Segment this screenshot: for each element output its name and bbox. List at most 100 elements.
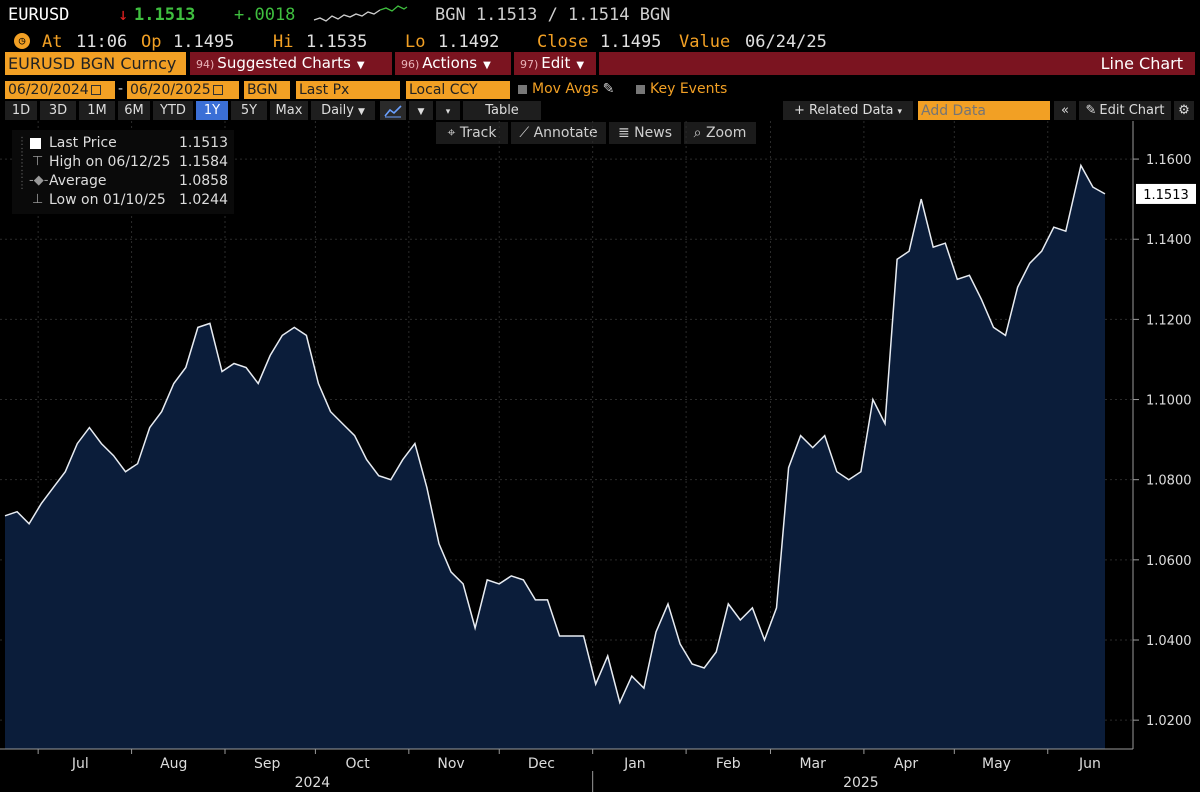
zoom-label: Zoom: [705, 125, 747, 141]
close-label: Close: [537, 32, 589, 52]
x-tick-label: Jan: [623, 756, 646, 772]
chart-type-label: Line Chart: [599, 52, 1195, 75]
start-date-value: 06/20/2024: [8, 82, 89, 98]
series-swatch-icon: [30, 138, 41, 149]
legend-high: ⊤ High on 06/12/25 1.1584: [12, 154, 234, 173]
annotate-tool[interactable]: ⟋ Annotate: [511, 122, 606, 144]
pencil-icon: ✎: [1085, 103, 1097, 118]
y-tick-label: 1.1200: [1146, 313, 1192, 328]
last-price: 1.1513: [134, 5, 196, 25]
more-options-dropdown[interactable]: ▾: [436, 101, 460, 120]
clock-icon: ◷: [14, 33, 30, 49]
start-date-field[interactable]: 06/20/2024: [5, 81, 115, 99]
drag-handle-icon[interactable]: ⋮ ⋮ ⋮ ⋮ ⋮: [17, 136, 27, 191]
annotate-label: Annotate: [533, 125, 598, 141]
down-arrow-icon: ↓: [118, 5, 129, 25]
chart-parameters: 06/20/2024 - 06/20/2025 BGN Last Px Loca…: [0, 81, 1200, 100]
suggested-number: 94): [196, 58, 215, 71]
suggested-charts-menu[interactable]: 94) Suggested Charts ▼: [190, 52, 392, 75]
calendar-icon: [90, 85, 101, 95]
currency-selector[interactable]: Local CCY: [406, 81, 510, 99]
value-date: 06/24/25: [745, 32, 827, 52]
key-events-toggle[interactable]: Key Events: [636, 81, 727, 97]
x-tick-label: Mar: [799, 756, 826, 772]
add-data-input[interactable]: [918, 101, 1050, 120]
legend-label: High on 06/12/25: [49, 154, 171, 170]
period-toolbar: 1D 3D 1M 6M YTD 1Y 5Y Max Daily ▼ ▼ ▾ Tab…: [0, 101, 1200, 121]
legend-low: ⊥ Low on 01/10/25 1.0244: [12, 192, 234, 211]
field-selector[interactable]: Last Px: [296, 81, 400, 99]
chart-style-dropdown[interactable]: ▼: [409, 101, 433, 120]
mov-avgs-toggle[interactable]: Mov Avgs ✎: [518, 81, 614, 97]
x-year-label: 2025: [843, 775, 879, 791]
pencil-icon: ✎: [602, 81, 615, 97]
edit-number: 97): [520, 58, 539, 71]
zoom-tool[interactable]: ⌕ Zoom: [684, 122, 756, 144]
collapse-icon[interactable]: «: [1054, 101, 1076, 120]
checkbox-icon: [636, 84, 645, 94]
x-tick-label: Nov: [437, 756, 464, 772]
related-data-dropdown[interactable]: + Related Data ▾: [783, 101, 913, 120]
at-time: 11:06: [76, 32, 128, 52]
last-price-tag-label: 1.1513: [1143, 188, 1189, 203]
period-button-ytd[interactable]: YTD: [153, 101, 193, 120]
track-label: Track: [459, 125, 497, 141]
price-change: +.0018: [234, 5, 296, 25]
open-value: 1.1495: [173, 32, 235, 52]
x-tick-label: Aug: [160, 756, 187, 772]
legend-last-price[interactable]: Last Price 1.1513: [12, 135, 234, 154]
chevron-down-icon: ▼: [483, 60, 491, 71]
y-tick-label: 1.1600: [1146, 153, 1192, 168]
y-axis: 1.0200 1.0400 1.0600 1.0800 1.1000 1.1200 1.14…: [1133, 153, 1192, 729]
security-field[interactable]: EURUSD BGN Curncy: [5, 52, 186, 75]
last-price-tag: 1.1513: [1136, 183, 1196, 204]
edit-label: Edit: [541, 54, 571, 72]
legend-value: 1.0244: [179, 192, 228, 208]
period-button-3d[interactable]: 3D: [40, 101, 76, 120]
x-tick-label: Sep: [254, 756, 281, 772]
x-tick-label: Feb: [716, 756, 741, 772]
period-button-6m[interactable]: 6M: [118, 101, 150, 120]
edit-menu[interactable]: 97) Edit ▼: [514, 52, 596, 75]
table-button[interactable]: Table: [463, 101, 541, 120]
key-events-label: Key Events: [650, 81, 728, 97]
gear-icon[interactable]: ⚙: [1174, 101, 1194, 120]
period-button-1d[interactable]: 1D: [5, 101, 37, 120]
actions-menu[interactable]: 96) Actions ▼: [395, 52, 511, 75]
end-date-field[interactable]: 06/20/2025: [127, 81, 239, 99]
x-year-label: 2024: [295, 775, 331, 791]
edit-chart-button[interactable]: ✎ Edit Chart: [1079, 101, 1171, 120]
x-tick-label: Dec: [528, 756, 555, 772]
bid-ask-quote: BGN 1.1513 / 1.1514 BGN: [435, 5, 671, 25]
x-tick-label: Jun: [1078, 756, 1101, 772]
period-button-1y[interactable]: 1Y: [196, 101, 228, 120]
x-tick-label: Oct: [345, 756, 370, 772]
y-tick-label: 1.0800: [1146, 474, 1192, 489]
legend-value: 1.1584: [179, 154, 228, 170]
average-marker-icon: -◆-: [29, 173, 49, 188]
chevron-down-icon: ▾: [445, 107, 451, 117]
y-tick-label: 1.0600: [1146, 554, 1192, 569]
chevron-down-icon: ▾: [897, 107, 903, 117]
line-chart-icon[interactable]: [380, 101, 406, 120]
y-tick-label: 1.1400: [1146, 233, 1192, 248]
low-value: 1.1492: [438, 32, 500, 52]
frequency-dropdown[interactable]: Daily ▼: [311, 101, 375, 120]
close-value: 1.1495: [600, 32, 662, 52]
track-tool[interactable]: ⌖ Track: [436, 122, 508, 144]
calendar-icon: [212, 85, 223, 95]
legend-average: -◆- Average 1.0858: [12, 173, 234, 192]
period-button-max[interactable]: Max: [270, 101, 308, 120]
chevron-down-icon: ▼: [357, 107, 365, 117]
y-tick-label: 1.0400: [1146, 634, 1192, 649]
price-chart[interactable]: 1.0200 1.0400 1.0600 1.0800 1.1000 1.1200 1.14…: [0, 121, 1200, 792]
at-label: At: [42, 32, 63, 52]
edit-chart-label: Edit Chart: [1099, 103, 1165, 118]
period-button-1m[interactable]: 1M: [79, 101, 115, 120]
period-button-5y[interactable]: 5Y: [231, 101, 267, 120]
sparkline-icon: [313, 5, 408, 22]
source-field[interactable]: BGN: [244, 81, 290, 99]
news-tool[interactable]: ≣ News: [609, 122, 681, 144]
y-tick-label: 1.0200: [1146, 714, 1192, 729]
high-marker-icon: ⊤: [32, 154, 44, 169]
